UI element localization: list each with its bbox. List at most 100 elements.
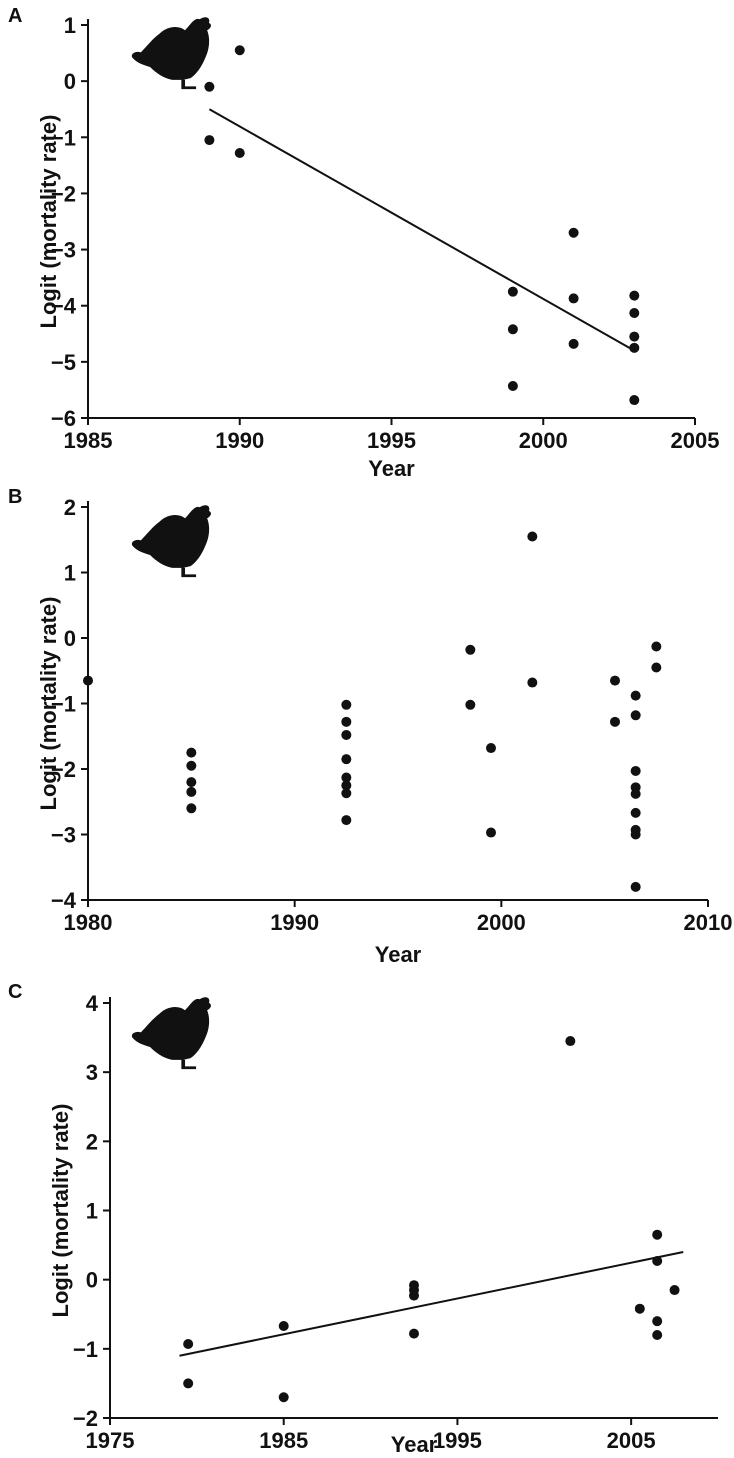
y-tick-label: −1 [51,692,76,717]
x-tick-label: 1975 [86,1428,135,1453]
data-point [465,644,476,655]
panel-letter: A [8,5,22,27]
x-tick-label: 1990 [215,428,264,453]
data-point [234,148,245,159]
data-point [652,1330,663,1340]
chicken-icon [131,505,211,578]
y-tick-label: −2 [51,181,76,206]
data-point [409,1290,419,1301]
data-point [341,754,352,765]
data-point [486,743,496,754]
data-point [204,81,215,92]
data-point [568,227,579,238]
data-point [565,1036,576,1047]
x-tick-label: 2005 [607,1428,656,1453]
x-axis-title: Year [375,942,422,967]
data-point [186,760,197,771]
data-point [651,662,662,673]
y-tick-label: −1 [51,125,76,150]
data-point [278,1392,289,1403]
y-tick-label: 1 [64,13,76,38]
y-tick-label: −2 [51,757,76,782]
y-tick-label: 2 [86,1129,98,1154]
x-tick-label: 2005 [671,428,720,453]
data-point [486,827,496,838]
x-axis-title: Year [391,1432,438,1457]
data-point [183,1338,194,1349]
data-point [630,710,641,721]
data-point [630,881,641,892]
y-tick-label: −4 [51,294,77,319]
data-point [234,45,245,56]
x-tick-label: 1985 [64,428,113,453]
data-point [341,772,352,783]
data-point [651,641,662,652]
x-tick-label: 2000 [477,910,526,935]
y-tick-label: 0 [86,1268,98,1293]
y-tick-label: −6 [51,406,76,431]
y-tick-label: 3 [86,1060,98,1085]
data-point [507,286,518,297]
data-point [652,1229,663,1240]
data-point [568,338,579,349]
data-point [186,786,197,797]
data-point [83,675,93,686]
data-point [630,829,641,840]
data-point [629,290,640,301]
x-tick-label: 2000 [519,428,568,453]
data-point [507,324,518,335]
x-tick-label: 1985 [259,1428,308,1453]
y-tick-label: −3 [51,823,76,848]
data-point [409,1328,419,1339]
x-tick-label: 1980 [64,910,113,935]
data-point [630,690,641,701]
y-axis-title: Logit (mortality rate) [36,115,61,329]
chicken-icon [131,17,211,90]
y-axis-title: Logit (mortality rate) [48,1104,73,1318]
data-point [465,699,476,710]
chicken-icon [131,997,211,1070]
data-point [629,395,640,406]
x-tick-label: 1995 [367,428,416,453]
x-tick-label: 1995 [433,1428,482,1453]
data-point [278,1321,289,1332]
data-point [610,716,620,727]
data-point [568,293,579,304]
data-point [186,777,197,788]
x-tick-label: 2010 [684,910,733,935]
data-point [183,1378,194,1389]
data-point [630,807,641,818]
trend-line [179,1251,684,1357]
data-point [669,1285,680,1296]
data-point [341,716,352,727]
y-axis-title: Logit (mortality rate) [36,597,61,811]
y-tick-label: −3 [51,238,76,263]
y-tick-label: −1 [73,1337,98,1362]
panel-letter: C [8,981,22,1003]
data-point [630,788,641,799]
y-tick-label: −4 [51,888,77,913]
y-tick-label: 0 [64,626,76,651]
data-point [629,308,640,319]
data-point [341,815,352,826]
data-point [634,1303,645,1314]
data-point [341,788,352,799]
data-point [652,1316,663,1327]
data-point [204,135,215,146]
data-point [341,699,352,710]
y-tick-label: −2 [73,1406,98,1431]
y-tick-label: 4 [86,991,99,1016]
data-point [610,675,620,686]
y-tick-label: 1 [64,561,76,586]
data-point [186,803,197,814]
data-point [507,380,518,391]
data-point [527,531,538,542]
data-point [629,342,640,353]
y-tick-label: 0 [64,69,76,94]
data-point [652,1255,663,1266]
data-point [629,331,640,342]
